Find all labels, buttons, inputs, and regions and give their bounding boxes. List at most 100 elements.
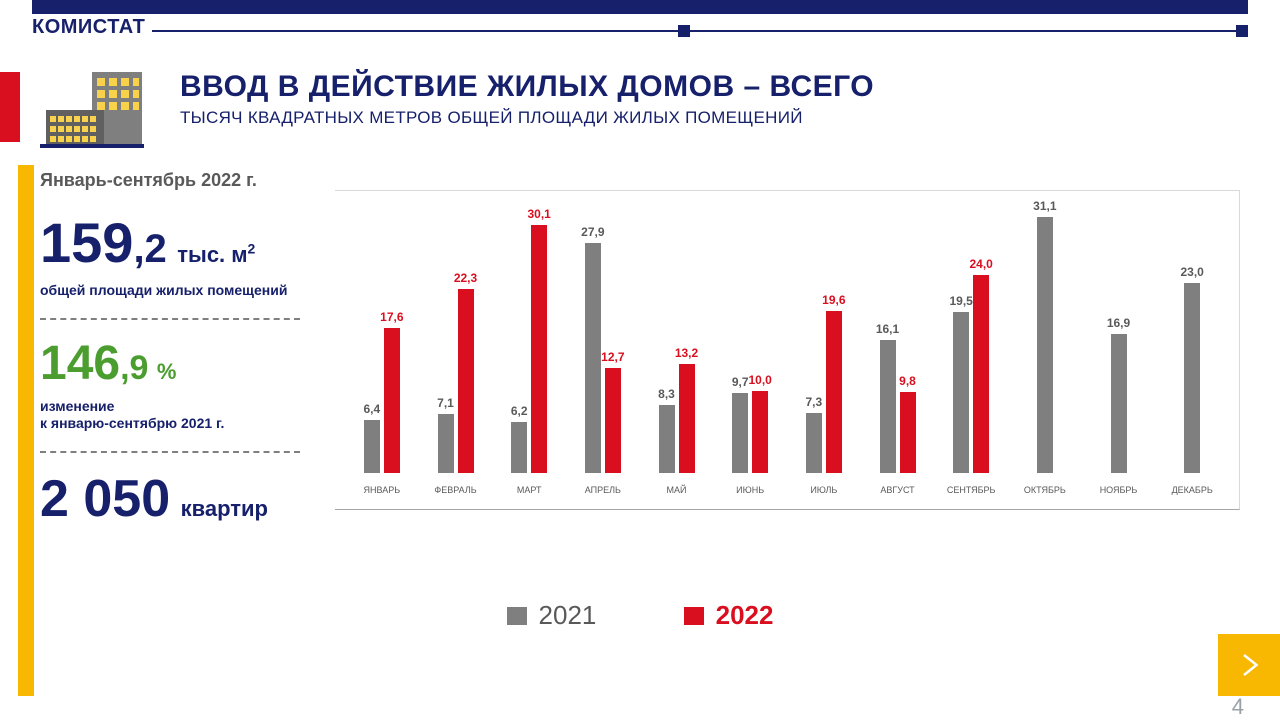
bar-2022: 12,7: [605, 368, 621, 473]
x-axis-label: МАРТ: [517, 485, 542, 495]
chart-legend: 2021 2022: [0, 600, 1280, 632]
monthly-bar-chart: 6,417,6ЯНВАРЬ7,122,3ФЕВРАЛЬ6,230,1МАРТ27…: [335, 190, 1240, 510]
bar-value-label: 24,0: [969, 257, 992, 271]
x-axis-label: ЯНВАРЬ: [364, 485, 401, 495]
page-number: 4: [1232, 694, 1244, 720]
stat-change-dec: ,9: [120, 349, 148, 387]
bar-group: 16,19,8АВГУСТ: [880, 340, 916, 473]
bar-2021: 6,4: [364, 420, 380, 473]
bar-2021: 16,1: [880, 340, 896, 473]
bar-value-label: 16,9: [1107, 316, 1130, 330]
page-subtitle: ТЫСЯЧ КВАДРАТНЫХ МЕТРОВ ОБЩЕЙ ПЛОЩАДИ ЖИ…: [180, 108, 803, 128]
stat-change: 146,9 % изменение к январю-сентябрю 2021…: [40, 340, 310, 433]
bar-2021: 6,2: [511, 422, 527, 473]
stat-area: 159,2 тыс. м2 общей площади жилых помеще…: [40, 215, 310, 300]
bar-group: 9,710,0ИЮНЬ: [732, 391, 768, 473]
bar-2022: 9,8: [900, 392, 916, 473]
bar-2022: 30,1: [531, 225, 547, 473]
bar-2022: 10,0: [752, 391, 768, 473]
x-axis-label: ДЕКАБРЬ: [1172, 485, 1213, 495]
bar-value-label: 22,3: [454, 271, 477, 285]
bar-2021: 31,1: [1037, 217, 1053, 473]
bar-2021: 7,1: [438, 414, 454, 473]
bar-2021: 9,7: [732, 393, 748, 473]
bar-2022: 24,0: [973, 275, 989, 473]
bar-group: 7,122,3ФЕВРАЛЬ: [438, 289, 474, 473]
bar-value-label: 6,4: [363, 402, 380, 416]
stat-change-unit: %: [157, 359, 177, 384]
bar-2022: 13,2: [679, 364, 695, 473]
brand-line: [152, 30, 1248, 32]
bar-group: 7,319,6ИЮЛЬ: [806, 311, 842, 473]
bar-group: 16,9НОЯБРЬ: [1111, 334, 1127, 473]
bar-value-label: 19,5: [949, 294, 972, 308]
x-axis-label: МАЙ: [667, 485, 687, 495]
bar-value-label: 27,9: [581, 225, 604, 239]
legend-label-2021: 2021: [539, 600, 597, 631]
stat-area-dec: ,2: [133, 227, 166, 271]
stat-change-caption: изменение к январю-сентябрю 2021 г.: [40, 398, 310, 433]
bar-2021: 8,3: [659, 405, 675, 473]
bar-group: 31,1ОКТЯБРЬ: [1037, 217, 1053, 473]
page-title: ВВОД В ДЕЙСТВИЕ ЖИЛЫХ ДОМОВ – ВСЕГО: [180, 70, 874, 104]
bar-value-label: 10,0: [748, 373, 771, 387]
bar-group: 23,0ДЕКАБРЬ: [1184, 283, 1200, 473]
red-accent-tab: [0, 72, 20, 142]
divider-2: [40, 451, 300, 453]
bar-group: 8,313,2МАЙ: [659, 364, 695, 473]
bar-value-label: 12,7: [601, 350, 624, 364]
bar-value-label: 9,8: [899, 374, 916, 388]
stat-area-caption: общей площади жилых помещений: [40, 282, 310, 300]
bar-value-label: 23,0: [1180, 265, 1203, 279]
legend-2022: 2022: [684, 600, 774, 631]
bar-group: 19,524,0СЕНТЯБРЬ: [953, 275, 989, 473]
stat-flats-value: 2 050: [40, 473, 170, 525]
bar-2022: 17,6: [384, 328, 400, 473]
stat-change-int: 146: [40, 340, 120, 388]
stat-flats: 2 050 квартир: [40, 473, 310, 525]
bar-2022: 19,6: [826, 311, 842, 473]
line-square-1: [678, 25, 690, 37]
bar-value-label: 9,7: [732, 375, 749, 389]
bar-value-label: 30,1: [527, 207, 550, 221]
bar-value-label: 7,1: [437, 396, 454, 410]
side-stats: Январь-сентябрь 2022 г. 159,2 тыс. м2 об…: [40, 170, 310, 525]
bar-value-label: 31,1: [1033, 199, 1056, 213]
bar-group: 6,417,6ЯНВАРЬ: [364, 328, 400, 473]
legend-swatch-2021: [507, 607, 527, 625]
stat-area-unit: тыс. м2: [177, 242, 255, 267]
brand-logo: КОМИСТАТ: [32, 16, 145, 39]
bar-2022: 22,3: [458, 289, 474, 473]
period-label: Январь-сентябрь 2022 г.: [40, 170, 310, 191]
legend-2021: 2021: [507, 600, 597, 631]
x-axis-label: АПРЕЛЬ: [585, 485, 621, 495]
legend-label-2022: 2022: [716, 600, 774, 631]
x-axis-label: ОКТЯБРЬ: [1024, 485, 1066, 495]
bar-value-label: 17,6: [380, 310, 403, 324]
bar-value-label: 8,3: [658, 387, 675, 401]
bar-group: 6,230,1МАРТ: [511, 225, 547, 473]
x-axis-label: ИЮНЬ: [736, 485, 764, 495]
line-square-2: [1236, 25, 1248, 37]
x-axis-label: НОЯБРЬ: [1100, 485, 1138, 495]
x-axis-label: ФЕВРАЛЬ: [434, 485, 476, 495]
next-button[interactable]: [1218, 634, 1280, 696]
x-axis-label: АВГУСТ: [880, 485, 914, 495]
bar-2021: 19,5: [953, 312, 969, 473]
bar-value-label: 16,1: [876, 322, 899, 336]
bar-2021: 16,9: [1111, 334, 1127, 473]
bar-2021: 27,9: [585, 243, 601, 473]
buildings-icon: [40, 72, 144, 150]
bar-value-label: 19,6: [822, 293, 845, 307]
bar-value-label: 6,2: [511, 404, 528, 418]
stat-area-int: 159: [40, 215, 133, 271]
chevron-right-icon: [1234, 650, 1264, 680]
stat-flats-unit: квартир: [181, 496, 268, 521]
bar-group: 27,912,7АПРЕЛЬ: [585, 243, 621, 473]
divider-1: [40, 318, 300, 320]
top-bar: [32, 0, 1248, 14]
x-axis-label: ИЮЛЬ: [810, 485, 837, 495]
bar-2021: 7,3: [806, 413, 822, 473]
bar-2021: 23,0: [1184, 283, 1200, 473]
bar-value-label: 7,3: [805, 395, 822, 409]
